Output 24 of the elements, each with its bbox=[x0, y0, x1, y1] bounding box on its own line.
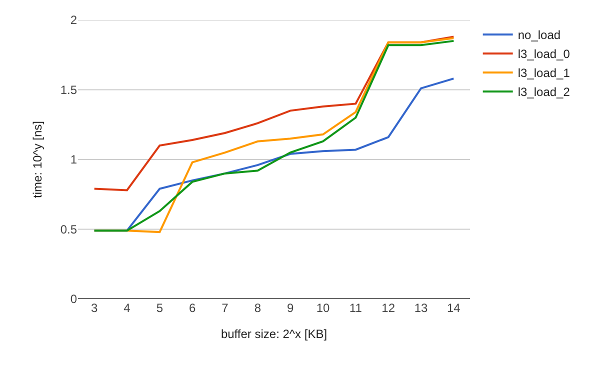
x-tick-label: 12 bbox=[382, 301, 396, 315]
x-tick-label: 7 bbox=[222, 301, 229, 315]
y-axis-title: time: 10^y [ns] bbox=[30, 121, 45, 198]
x-tick-label: 6 bbox=[188, 301, 196, 315]
x-axis-title: buffer size: 2^x [KB] bbox=[220, 326, 328, 341]
y-tick-label: 1 bbox=[70, 152, 78, 167]
x-tick-label: 13 bbox=[414, 301, 428, 315]
x-tick-label: 11 bbox=[349, 301, 362, 315]
y-tick-label: 2 bbox=[70, 13, 78, 28]
x-tick-label: 14 bbox=[446, 301, 461, 315]
x-tick-label: 10 bbox=[316, 301, 330, 315]
legend-label: no_load bbox=[518, 28, 561, 42]
y-tick-label: 0 bbox=[70, 292, 78, 306]
x-tick-label: 5 bbox=[156, 301, 164, 315]
legend-label: l3_load_0 bbox=[518, 47, 570, 62]
x-tick-label: 9 bbox=[286, 301, 294, 315]
legend-label: l3_load_1 bbox=[518, 66, 570, 80]
x-tick-label: 4 bbox=[124, 301, 131, 315]
x-tick-label: 8 bbox=[254, 301, 262, 315]
x-tick-label: 3 bbox=[90, 301, 98, 315]
legend-label: l3_load_2 bbox=[518, 85, 570, 100]
y-tick-label: 1.5 bbox=[60, 82, 78, 97]
y-tick-label: 0.5 bbox=[60, 222, 78, 236]
line-series bbox=[93, 36, 455, 192]
